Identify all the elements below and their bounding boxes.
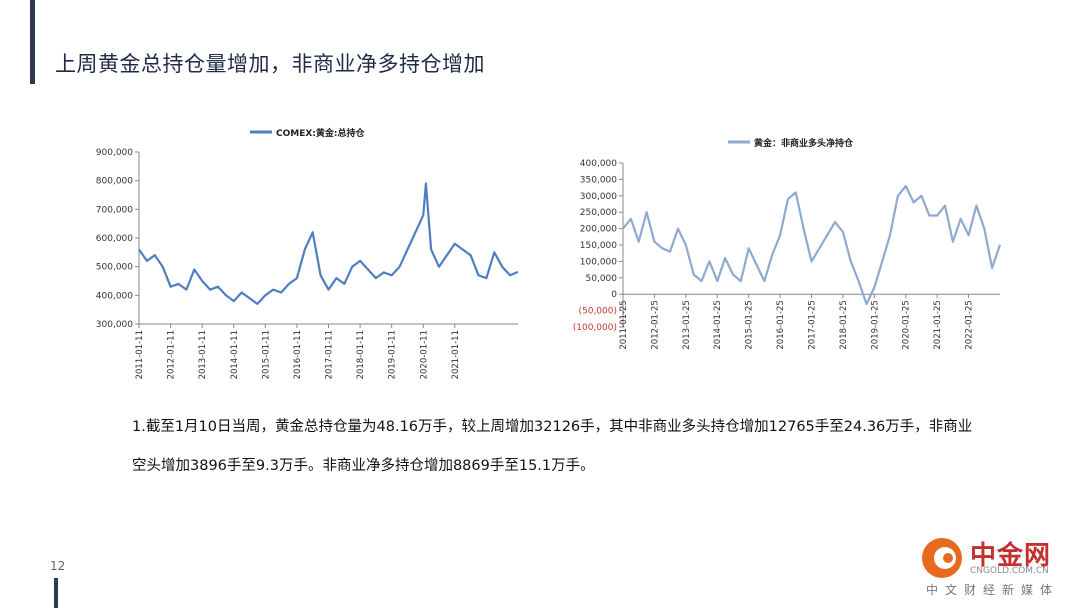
y-tick-label: 900,000: [96, 148, 133, 158]
legend: COMEX:黄金:总持仓: [250, 127, 365, 139]
logo-url: CNGOLD.COM.CN: [970, 566, 1049, 576]
x-tick-label: 2015-01-25: [745, 300, 755, 349]
y-tick-label: (50,000): [578, 307, 617, 317]
x-tick-label: 2018-01-25: [839, 300, 849, 349]
x-tick-label: 2012-01-25: [650, 300, 660, 349]
summary-text-line-1: 1.截至1月10日当周，黄金总持仓量为48.16万手，较上周增加32126手，其…: [132, 419, 973, 435]
y-tick-label: 150,000: [580, 241, 617, 251]
x-tick-label: 2014-01-11: [230, 330, 240, 379]
x-tick-label: 2016-01-25: [776, 300, 786, 349]
x-tick-label: 2021-01-11: [451, 330, 461, 379]
y-tick-label: 250,000: [580, 208, 617, 218]
x-tick-label: 2018-01-11: [356, 330, 366, 379]
x-tick-label: 2016-01-11: [293, 330, 303, 379]
x-tick-label: 2022-01-25: [965, 300, 975, 349]
y-tick-label: 350,000: [580, 175, 617, 185]
logo-wordmark: 中金网: [970, 541, 1052, 571]
x-tick-label: 2019-01-25: [870, 300, 880, 349]
series-line: [138, 182, 519, 305]
brand-logo: 中金网 CNGOLD.COM.CN 中文财经新媒体: [912, 533, 1072, 603]
y-tick-label: 700,000: [96, 205, 133, 215]
y-tick-label: 300,000: [580, 192, 617, 202]
x-tick-label: 2013-01-11: [198, 330, 208, 379]
comex-total-open-interest-chart: COMEX:黄金:总持仓 300,000 400,000 500,000 600,000…: [60, 118, 540, 386]
x-tick-label: 2015-01-11: [261, 330, 271, 379]
summary-text-line-2: 空头增加3896手至9.3万手。非商业净多持仓增加8869手至15.1万手。: [132, 458, 595, 474]
x-tick-label: 2019-01-11: [388, 330, 398, 379]
x-tick-label: 2017-01-25: [808, 300, 818, 349]
x-tick-label: 2011-01-11: [135, 330, 145, 379]
y-tick-label: 0: [611, 290, 617, 300]
y-tick-label: 400,000: [96, 291, 133, 301]
x-tick-label: 2014-01-25: [713, 300, 723, 349]
footer-accent-bar: [54, 578, 58, 608]
legend-label: 黄金：非商业多头净持仓: [754, 137, 854, 149]
x-tick-label: 2020-01-25: [902, 300, 912, 349]
x-tick-label: 2021-01-25: [933, 300, 943, 349]
logo-tagline: 中文财经新媒体: [926, 583, 1060, 597]
logo-emblem-icon: [922, 538, 962, 578]
y-tick-label: 400,000: [580, 159, 617, 169]
y-tick-label: 300,000: [96, 320, 133, 330]
x-tick-label: 2011-01-25: [619, 300, 629, 349]
legend: 黄金：非商业多头净持仓: [728, 137, 854, 149]
x-tick-label: 2012-01-11: [167, 330, 177, 379]
y-tick-label: 100,000: [580, 257, 617, 267]
page-number: 12: [50, 559, 66, 573]
x-tick-label: 2017-01-11: [325, 330, 335, 379]
title-accent-bar: [30, 0, 35, 84]
page-title: 上周黄金总持仓量增加，非商业净多持仓增加: [55, 52, 485, 76]
y-tick-label: 50,000: [586, 274, 618, 284]
y-tick-label: 600,000: [96, 234, 133, 244]
y-tick-label: 200,000: [580, 225, 617, 235]
legend-label: COMEX:黄金:总持仓: [276, 127, 365, 139]
y-tick-label: (100,000): [573, 323, 617, 333]
y-tick-label: 500,000: [96, 263, 133, 273]
x-tick-label: 2020-01-11: [419, 330, 429, 379]
series-line: [622, 184, 1002, 306]
y-tick-label: 800,000: [96, 177, 133, 187]
x-tick-label: 2013-01-25: [682, 300, 692, 349]
non-commercial-net-long-chart: 黄金：非商业多头净持仓 (100,000) (50,000) 0 50,000 100,0…: [560, 124, 1020, 386]
